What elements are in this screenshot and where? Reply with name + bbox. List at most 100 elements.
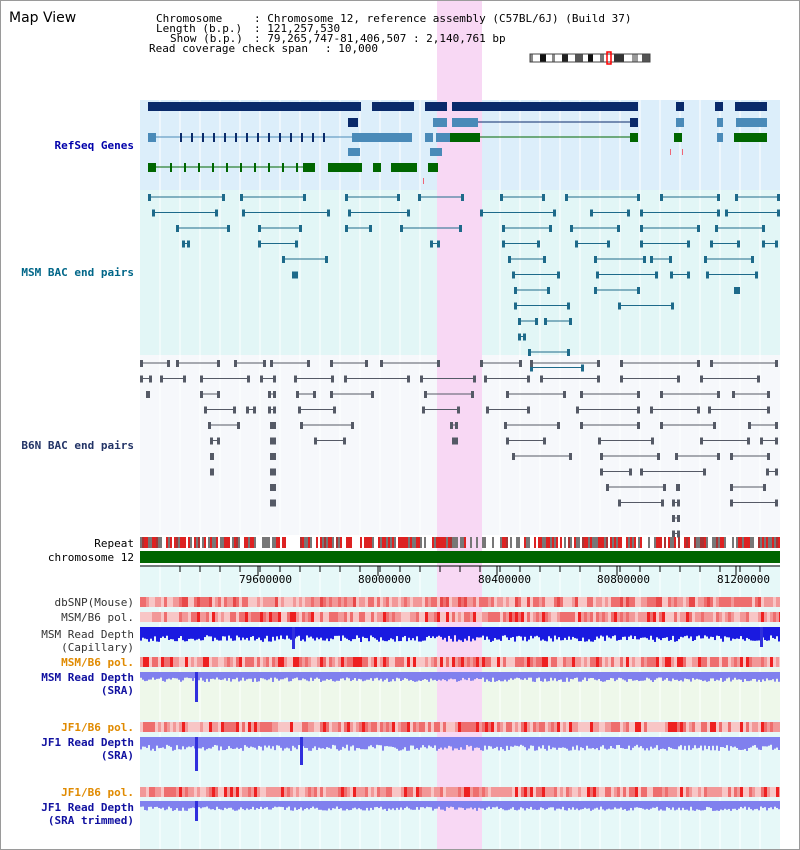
b6n-bac-pair-end bbox=[640, 468, 643, 476]
jf1-b6-pol-density bbox=[362, 722, 365, 732]
jf1-b6-pol-density bbox=[755, 722, 758, 732]
track-label-chromosome[interactable]: chromosome 12 bbox=[47, 551, 134, 564]
track-label-dbsnp[interactable]: dbSNP(Mouse) bbox=[54, 596, 134, 609]
msm-depth-capillary-bar bbox=[156, 627, 158, 642]
track-label-refseq[interactable]: RefSeq Genes bbox=[54, 139, 134, 152]
msm-depth-sra-bar bbox=[430, 672, 432, 679]
msm-depth-sra-bar bbox=[554, 672, 556, 679]
msm-depth-sra-bar bbox=[292, 672, 294, 679]
jf1-depth-sra-bar bbox=[754, 737, 756, 746]
msm-depth-sra-bar bbox=[762, 672, 764, 680]
jf1-depth-trim-bar bbox=[206, 801, 208, 807]
msm-depth-sra-bar bbox=[390, 672, 392, 682]
track-label-jf1-b6-pol-2[interactable]: JF1/B6 pol. bbox=[61, 786, 134, 799]
track-label-msm-depth-sra[interactable]: MSM Read Depth bbox=[41, 671, 134, 684]
jf1-b6-pol-density bbox=[770, 722, 773, 732]
msm-depth-capillary-bar bbox=[262, 627, 264, 642]
track-label-jf1-depth-trim[interactable]: JF1 Read Depth bbox=[41, 801, 134, 814]
gene bbox=[425, 102, 447, 111]
ideogram-band bbox=[562, 54, 568, 62]
msm-b6-pol-density bbox=[491, 657, 494, 667]
track-label-repeat[interactable]: Repeat bbox=[94, 537, 134, 550]
jf1-depth-sra-bar bbox=[738, 737, 740, 750]
jf1-b6-pol-density bbox=[746, 787, 749, 797]
msm-b6-pol-density bbox=[251, 612, 254, 622]
msm-b6-pol-density bbox=[644, 657, 647, 667]
msm-b6-pol-density bbox=[248, 612, 251, 622]
jf1-b6-pol-density bbox=[296, 722, 299, 732]
repeat-mark bbox=[774, 537, 776, 548]
dbsnp-density bbox=[614, 597, 617, 607]
msm-depth-capillary-bar bbox=[562, 627, 564, 641]
dbsnp-density bbox=[617, 597, 620, 607]
jf1-b6-pol-density bbox=[212, 787, 215, 797]
msm-depth-capillary-bar bbox=[218, 627, 220, 641]
repeat-mark bbox=[640, 537, 642, 548]
msm-bac-pair-end bbox=[655, 271, 658, 279]
dbsnp-density bbox=[716, 597, 719, 607]
msm-b6-pol-density bbox=[530, 657, 533, 667]
b6n-bac-pair-end bbox=[730, 484, 733, 491]
jf1-depth-sra-bar bbox=[428, 737, 430, 746]
msm-depth-capillary-bar bbox=[720, 627, 722, 639]
msm-depth-sra-bar bbox=[146, 672, 148, 681]
jf1-depth-trim-bar bbox=[502, 801, 504, 810]
track-label-b6n-bac[interactable]: B6N BAC end pairs bbox=[21, 439, 134, 452]
repeat-mark bbox=[606, 537, 608, 548]
b6n-bac-pair-end bbox=[167, 360, 170, 367]
jf1-b6-pol-density bbox=[356, 787, 359, 797]
msm-depth-capillary-bar bbox=[662, 627, 664, 639]
gene bbox=[452, 102, 638, 111]
repeat-mark bbox=[324, 537, 326, 548]
msm-depth-capillary-bar bbox=[266, 627, 268, 636]
msm-b6-pol-density bbox=[425, 657, 428, 667]
msm-depth-capillary-bar bbox=[502, 627, 504, 636]
dbsnp-density bbox=[731, 597, 734, 607]
msm-depth-sra-bar bbox=[186, 672, 188, 678]
msm-b6-pol-density bbox=[263, 612, 266, 622]
msm-depth-capillary-bar bbox=[514, 627, 516, 642]
b6n-bac-pair-end bbox=[663, 484, 666, 491]
gene-tick bbox=[682, 149, 683, 155]
msm-depth-sra-bar bbox=[144, 672, 146, 682]
msm-depth-sra-bar bbox=[512, 672, 514, 680]
jf1-b6-pol-density bbox=[674, 787, 677, 797]
repeat-mark bbox=[386, 537, 388, 548]
jf1-depth-sra-bar bbox=[532, 737, 534, 746]
dbsnp-density bbox=[152, 597, 155, 607]
msm-b6-pol-density bbox=[572, 612, 575, 622]
b6n-bac-pair-end bbox=[717, 391, 720, 398]
track-label-panel bbox=[0, 0, 139, 850]
dbsnp-density bbox=[203, 597, 206, 607]
dbsnp-density bbox=[464, 597, 467, 607]
repeat-mark bbox=[600, 537, 604, 548]
jf1-b6-pol-density bbox=[524, 787, 527, 797]
jf1-b6-pol-density bbox=[749, 722, 752, 732]
msm-b6-pol-density bbox=[683, 657, 686, 667]
jf1-b6-pol-density bbox=[152, 787, 155, 797]
b6n-bac-pair-end bbox=[270, 468, 273, 476]
jf1-b6-pol-density bbox=[248, 787, 251, 797]
jf1-b6-pol-density bbox=[551, 722, 554, 732]
track-label-msm-b6-pol-2[interactable]: MSM/B6 pol. bbox=[61, 656, 134, 669]
jf1-depth-trim-bar bbox=[264, 801, 266, 808]
jf1-depth-sra-bar bbox=[708, 737, 710, 746]
jf1-depth-trim-bar bbox=[222, 801, 224, 811]
jf1-b6-pol-density bbox=[221, 787, 224, 797]
track-label-msm-b6-pol[interactable]: MSM/B6 pol. bbox=[61, 611, 134, 624]
ideogram-band bbox=[600, 54, 604, 62]
msm-b6-pol-density bbox=[692, 612, 695, 622]
gene-exon bbox=[202, 133, 204, 142]
msm-b6-pol-density bbox=[218, 657, 221, 667]
repeat-mark bbox=[628, 537, 630, 548]
msm-depth-sra-bar bbox=[620, 672, 622, 679]
jf1-depth-sra-bar bbox=[214, 737, 216, 745]
b6n-bac-pair-end bbox=[732, 391, 735, 398]
track-label-jf1-b6-pol[interactable]: JF1/B6 pol. bbox=[61, 721, 134, 734]
track-label-msm-bac[interactable]: MSM BAC end pairs bbox=[21, 266, 134, 279]
track-label-msm-depth-cap[interactable]: MSM Read Depth bbox=[41, 628, 134, 641]
track-label-jf1-depth-sra[interactable]: JF1 Read Depth bbox=[41, 736, 134, 749]
dbsnp-density bbox=[761, 597, 764, 607]
msm-depth-capillary-bar bbox=[592, 627, 594, 642]
